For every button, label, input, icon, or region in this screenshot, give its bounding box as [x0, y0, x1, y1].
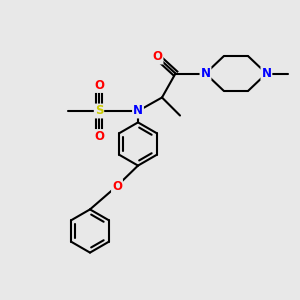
- Text: S: S: [95, 104, 103, 118]
- Text: O: O: [152, 50, 163, 64]
- Text: N: N: [261, 67, 272, 80]
- Text: O: O: [94, 79, 104, 92]
- Text: O: O: [94, 130, 104, 143]
- Text: O: O: [112, 179, 122, 193]
- Text: N: N: [133, 104, 143, 118]
- Text: N: N: [200, 67, 211, 80]
